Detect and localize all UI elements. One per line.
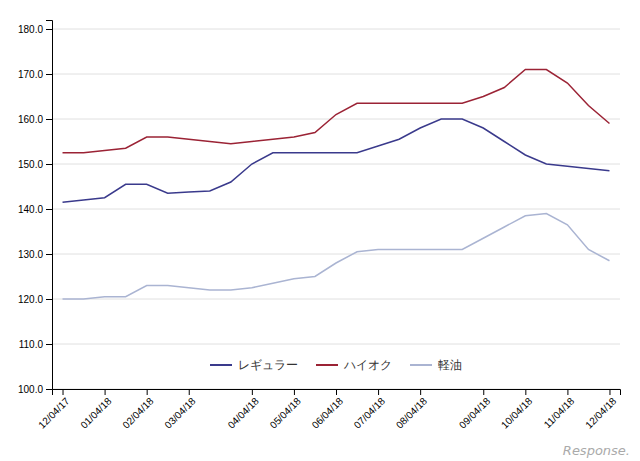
y-tick: 110.0 (19, 339, 52, 350)
x-tick: 03/04/18 (162, 389, 198, 431)
x-tick-mark (378, 389, 379, 395)
y-axis-line (46, 21, 53, 390)
legend-item: 軽油 (410, 358, 462, 372)
x-axis: 12/04/1701/04/1802/04/1803/04/18 04/04/18… (36, 389, 620, 431)
grid-line (52, 164, 620, 165)
x-tick: 01/04/18 (78, 389, 114, 431)
y-tick-mark (46, 209, 52, 210)
legend-label: 軽油 (438, 358, 462, 372)
plot: 100.0 110.0 120.0 130.0 140.0 150.0 160.0 170.0… (18, 21, 621, 431)
x-tick: 12/04/18 (583, 389, 619, 431)
legend-item: レギュラー (210, 358, 298, 372)
grid-line (52, 299, 620, 300)
series-line (63, 214, 610, 300)
y-tick: 140.0 (18, 204, 52, 215)
x-tick-label: 05/04/18 (268, 395, 304, 431)
x-tick-label: 04/04/18 (226, 395, 262, 431)
x-tick-label: 10/04/18 (499, 395, 535, 431)
x-tick: 12/04/17 (36, 389, 72, 431)
x-tick-label: 09/04/18 (457, 395, 493, 431)
y-tick-label: 100.0 (18, 384, 43, 395)
y-tick-label: 180.0 (18, 24, 43, 35)
grid-line (52, 209, 620, 210)
chart: 100.0 110.0 120.0 130.0 140.0 150.0 160.0 170.0… (0, 0, 640, 461)
y-tick-mark (46, 119, 52, 120)
grid-line (52, 254, 620, 255)
x-tick: 08/04/18 (394, 389, 430, 431)
y-axis: 100.0 110.0 120.0 130.0 140.0 150.0 160.0 170.0… (18, 21, 53, 395)
y-tick-mark (46, 29, 52, 30)
x-tick-mark (105, 389, 106, 395)
y-tick-mark (46, 344, 52, 345)
y-tick: 100.0 (18, 384, 52, 395)
y-tick-mark (46, 389, 52, 390)
grid-line (52, 74, 620, 75)
x-tick: 04/04/18 (226, 389, 262, 431)
x-tick: 02/04/18 (120, 389, 156, 431)
x-tick-mark (609, 389, 610, 395)
x-tick-mark (567, 389, 568, 395)
y-tick: 150.0 (18, 159, 52, 170)
x-tick-mark (525, 389, 526, 395)
legend-swatch (410, 364, 432, 366)
y-tick-label: 150.0 (18, 159, 43, 170)
x-tick-label: 12/04/17 (36, 395, 72, 431)
y-tick: 180.0 (18, 24, 52, 35)
x-tick-mark (420, 389, 421, 395)
y-tick-mark (46, 254, 52, 255)
x-tick: 06/04/18 (310, 389, 346, 431)
x-tick-mark (336, 389, 337, 395)
x-tick-label: 06/04/18 (310, 395, 346, 431)
y-tick: 160.0 (18, 114, 52, 125)
y-tick-mark (46, 299, 52, 300)
x-tick-label: 12/04/18 (583, 395, 619, 431)
y-tick-mark (46, 74, 52, 75)
grid (52, 29, 620, 389)
y-tick-label: 120.0 (18, 294, 43, 305)
x-tick: 10/04/18 (499, 389, 535, 431)
x-tick-label: 01/04/18 (78, 395, 114, 431)
y-tick: 130.0 (18, 249, 52, 260)
x-tick-mark (63, 389, 64, 395)
lines (63, 70, 610, 300)
y-tick: 120.0 (18, 294, 52, 305)
x-tick: 05/04/18 (268, 389, 304, 431)
x-tick-mark (294, 389, 295, 395)
y-tick-label: 130.0 (18, 249, 43, 260)
legend-swatch (210, 364, 232, 366)
series-line (63, 119, 610, 202)
x-tick-mark (147, 389, 148, 395)
x-tick-mark (483, 389, 484, 395)
legend-swatch (316, 364, 338, 366)
x-tick-label: 03/04/18 (162, 395, 198, 431)
x-tick: 11/04/18 (542, 389, 577, 430)
y-tick-label: 160.0 (18, 114, 43, 125)
x-tick-label: 07/04/18 (352, 395, 388, 431)
grid-line (52, 29, 620, 30)
x-tick-mark (189, 389, 190, 395)
x-tick-label: 08/04/18 (394, 395, 430, 431)
series-line (63, 70, 610, 153)
y-tick-label: 140.0 (18, 204, 43, 215)
x-tick: 09/04/18 (457, 389, 493, 431)
grid-line (52, 119, 620, 120)
y-tick-label: 110.0 (19, 339, 44, 350)
y-tick: 170.0 (18, 69, 52, 80)
x-axis-line (53, 390, 621, 396)
y-tick-label: 170.0 (18, 69, 43, 80)
legend: レギュラー ハイオク 軽油 (210, 358, 462, 372)
y-tick-mark (46, 164, 52, 165)
x-tick-label: 02/04/18 (120, 395, 156, 431)
x-tick: 07/04/18 (352, 389, 388, 431)
legend-label: レギュラー (238, 358, 298, 372)
legend-label: ハイオク (343, 358, 392, 372)
x-tick-label: 11/04/18 (542, 395, 577, 430)
annotation: Response. (563, 443, 630, 458)
legend-item: ハイオク (316, 358, 392, 372)
grid-line (52, 344, 620, 345)
x-tick-mark (252, 389, 253, 395)
